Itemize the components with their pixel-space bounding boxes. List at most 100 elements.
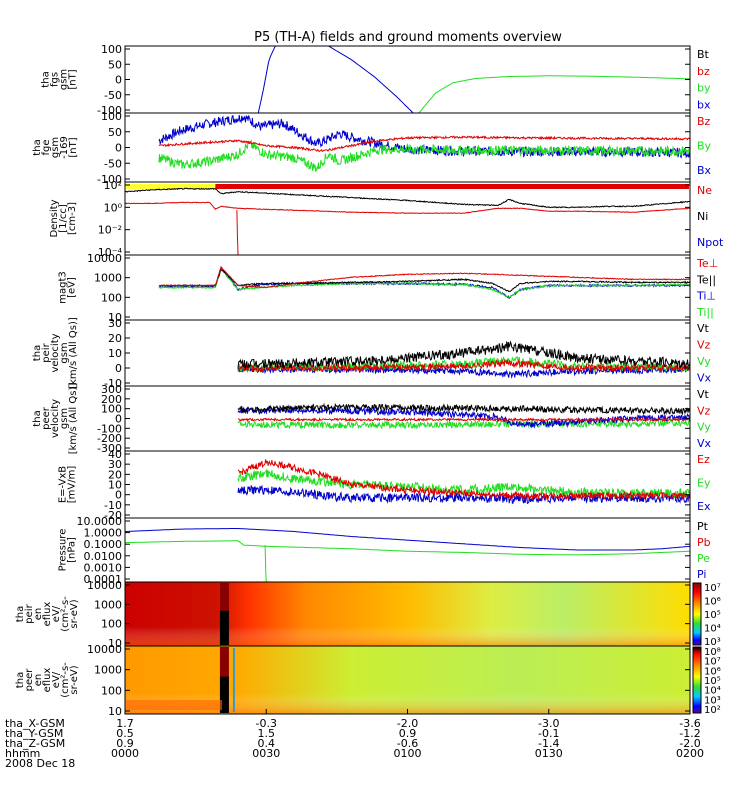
y-axis-label-line: tha (32, 410, 43, 426)
colorbar-tick-label: 10⁴ (704, 686, 721, 697)
y-tick-label: 0.0010 (84, 561, 123, 574)
series-Pe-line (264, 545, 267, 582)
legend-Ni: Ni (697, 210, 708, 223)
legend-Vx: Vx (697, 437, 712, 450)
y-axis-label: Density[1/cc][cm-3] (49, 199, 78, 237)
y-tick-label: 100 (101, 403, 122, 416)
y-tick-label: 0 (115, 413, 122, 426)
y-axis-label-line: gsm (59, 342, 70, 363)
y-axis-label-line: [mV/m] (67, 466, 78, 504)
footer-date: 2008 Dec 18 (5, 757, 75, 770)
legend-Vx: Vx (697, 372, 712, 385)
footer-value: -2.0 (679, 737, 700, 750)
spectrogram-gap-top (219, 647, 229, 678)
series-by-line (418, 75, 690, 113)
panel-frame (124, 45, 691, 114)
y-tick-label: -50 (104, 89, 122, 102)
colorbar-tick-label: 10⁸ (704, 647, 721, 658)
y-tick-label: 1.0000 (84, 527, 123, 540)
y-tick-label: -200 (97, 432, 122, 445)
legend-Ne: Ne (697, 184, 712, 197)
footer-value: -2.0 (397, 717, 418, 730)
series-Ne-line (236, 210, 239, 255)
footer-value: 1.7 (116, 717, 134, 730)
footer-row-label: tha_X-GSM (5, 717, 65, 730)
y-axis-label-line: eV/ (51, 671, 62, 688)
y-axis-label-line: [cm-3] (67, 202, 78, 235)
y-tick-label: -100 (97, 104, 122, 117)
series-Te||-line (158, 268, 690, 292)
y-tick-label: 1000 (94, 598, 122, 611)
footer-value: 0.9 (399, 727, 417, 740)
y-tick-label: 0 (115, 142, 122, 155)
y-tick-label: 10000 (87, 643, 122, 656)
y-axis-label-line: [nT] (68, 137, 79, 157)
series-bx-line (328, 46, 414, 113)
series-Vt-line (237, 340, 690, 371)
spectrogram-gap-top (219, 583, 229, 612)
y-tick-label: 10 (108, 311, 122, 324)
footer-value: -1.2 (679, 727, 700, 740)
y-tick-label: 0 (115, 489, 122, 502)
y-tick-label: 0.1000 (84, 538, 123, 551)
legend-Ex: Ex (697, 500, 711, 513)
y-tick-label: 20 (108, 468, 122, 481)
footer-value: 0200 (676, 747, 704, 760)
footer-value: 1.5 (258, 727, 276, 740)
y-tick-label: 10 (108, 637, 122, 650)
time-axis-footer: tha_X-GSM 1.7 -0.3 -2.0 -3.0 -3.6 tha_Y-GSM 0.5… (5, 709, 704, 770)
y-tick-label: 40 (108, 448, 122, 461)
colorbar-tick-label: 10⁶ (704, 597, 721, 608)
y-tick-label: 100 (101, 618, 122, 631)
series-Pi-line (125, 528, 690, 551)
series-Pe-line (125, 540, 690, 556)
legend-by: by (697, 82, 711, 95)
legend-Vt: Vt (697, 322, 710, 335)
legend-bx: bx (697, 99, 711, 112)
y-axis-label-line: sr-eV) (69, 665, 80, 694)
y-tick-label: 50 (108, 126, 122, 139)
y-axis-label-line: [eV] (67, 277, 78, 298)
colorbar (692, 582, 702, 646)
spectrogram-stripe (232, 648, 235, 712)
footer-value: -0.6 (397, 737, 418, 750)
footer-value: -3.0 (538, 717, 559, 730)
panel-frame (124, 319, 691, 387)
y-tick-label: -100 (97, 422, 122, 435)
series-Ti||-line (158, 268, 690, 298)
y-tick-label: 100 (101, 684, 122, 697)
y-tick-label: 200 (101, 393, 122, 406)
y-axis-label-line: tha (15, 672, 26, 688)
footer-row-label: hhmm (5, 747, 40, 760)
spectrogram-shading (125, 582, 690, 646)
footer-value: 0000 (111, 747, 139, 760)
y-tick-label: 300 (101, 383, 122, 396)
legend-Pe: Pe (697, 552, 710, 565)
panel-frame (124, 181, 691, 256)
y-axis-label-line: tha (41, 71, 52, 87)
panel-temp: 10000 1000 100 10 magt3[eV] Te⊥ Te|| Ti⊥ Ti|| (58, 252, 719, 324)
footer-value: -1.4 (538, 737, 559, 750)
y-axis-label-line: peer (41, 406, 52, 430)
footer-value: 0100 (394, 747, 422, 760)
y-axis-label-line: [km/s (All Qs)] (68, 383, 79, 455)
colorbar-tick-label: 10⁵ (704, 676, 721, 687)
legend-Te⊥: Te⊥ (696, 257, 718, 270)
y-tick-label: -100 (97, 173, 122, 186)
legend-bz: bz (697, 65, 710, 78)
y-tick-label: -10 (104, 377, 122, 390)
y-axis-label-line: -169 (59, 136, 70, 159)
y-tick-label: 10² (104, 179, 122, 192)
y-tick-label: 50 (108, 58, 122, 71)
y-axis-label-line: [1/cc] (58, 204, 69, 233)
colorbar-tick-label: 10⁴ (704, 624, 721, 635)
y-axis-label-line: tha (32, 139, 43, 155)
series-Bz-line (158, 134, 690, 152)
legend-Pi: Pi (697, 568, 706, 581)
series-Te⊥-line (158, 265, 690, 289)
legend-Vy: Vy (697, 355, 711, 368)
